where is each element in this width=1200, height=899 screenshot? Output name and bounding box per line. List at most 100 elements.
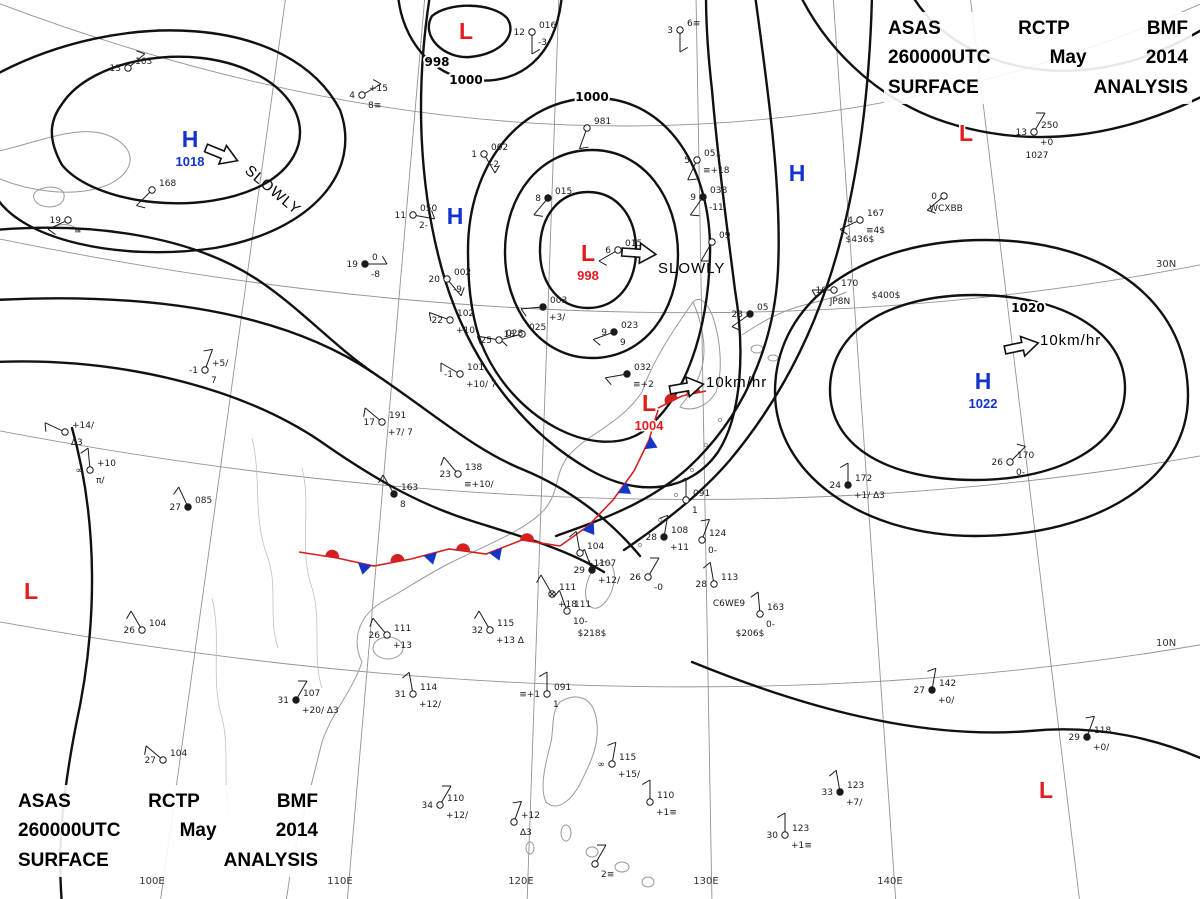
high-pressure-center: H 1022 [967,367,999,413]
map-text: L [959,120,973,146]
wind-barb [448,281,462,297]
isobar-value-label: 1000 [449,73,482,87]
wind-barb [1087,716,1095,734]
wind-barb-tick [428,312,432,322]
map-text: 0- [708,546,717,556]
station-circle [836,788,844,796]
wind-barb [514,801,522,819]
map-text: 3 [667,26,673,36]
station-plot: 33 123 +7/ [822,769,864,808]
map-text: 1 [692,506,698,516]
map-text: 110 [447,794,464,804]
coastline-north [0,131,131,193]
wind-barb [485,156,496,174]
station-plot: 003 +3/ [520,296,567,323]
map-text: +13 [393,641,412,651]
map-text: 015 [555,187,572,197]
wind-barb-tick [659,514,668,519]
title-block-top-right: ASAS RCTP BMF 260000UTC May 2014 SURFACE… [884,12,1192,105]
meridian-line [970,0,1080,899]
title-line-3: SURFACE ANALYSIS [888,76,1188,98]
map-text: 17 [364,418,375,428]
wind-barb-tick [136,50,146,55]
map-text: WCXBB [929,204,963,214]
wind-barb [584,549,592,567]
station-circle [358,91,366,99]
map-text: L [459,18,473,44]
station-circle [660,533,668,541]
wind-barb-tick [531,49,541,55]
station-plot: 163 0- [750,591,784,630]
isobar [690,660,1200,760]
wind-barb-tick [679,47,689,53]
station-circle [409,690,417,698]
stationary-front [298,533,561,575]
wind-barb-tick [598,260,608,266]
wind-barb [416,215,435,220]
title-line-3: SURFACE ANALYSIS [18,849,318,871]
map-text: 025 [529,323,546,333]
wind-barb [559,590,567,608]
station-circle [86,466,94,474]
map-text: L [1039,777,1053,803]
map-text: +5/ [212,359,229,369]
station-plot: 17 191 +7/ 7 [363,407,413,438]
map-text: 10 [816,286,828,296]
map-text: 107 [599,559,616,569]
ship-label: JP8N [829,297,851,307]
station-circle [610,328,618,336]
station-circle [518,330,526,338]
wind-barb [649,557,660,575]
station-circle [614,246,622,254]
wind-barb [297,680,308,698]
station-circle [201,366,209,374]
map-text: H [447,203,464,229]
station-plot: 13 250 +0 [1016,112,1058,148]
station-circle [563,607,571,615]
station-plot: 4 +15 8≡ [349,79,388,111]
wind-barb-tick [677,477,687,483]
map-text: $400$ [872,291,901,301]
station-plot: 8 015 [533,187,572,217]
island [750,344,764,354]
map-text: -0 [654,583,663,593]
map-text: 9 [690,193,696,203]
map-text: 8 [535,194,541,204]
cold-front-triangle [357,562,372,575]
station-plot: 09 [700,231,731,262]
warm-front-semicircle [390,554,405,563]
station-plot: 22 102 +10 [428,309,475,336]
map-text: 1027 [1026,151,1049,161]
map-text: +1≡ [791,841,812,851]
wind-barb-tick [1016,443,1026,447]
station-circle [64,216,72,224]
ship-label: C6WE9 [713,599,746,609]
title-block-bottom-left: ASAS RCTP BMF 260000UTC May 2014 SURFACE… [14,784,322,877]
map-text: 27 [145,756,156,766]
map-text: 163 [767,603,784,613]
map-text: +13 ∆ [496,636,525,646]
map-text: ≡+18 [703,166,730,176]
isobar [773,238,1190,538]
map-text: 170 [1017,451,1034,461]
low-pressure-center: L [22,577,39,606]
wind-barb [477,335,496,340]
motion-arrow-icon [1003,335,1040,358]
map-text: 172 [855,474,872,484]
map-text: 19 [347,260,359,270]
map-text: 167 [867,209,884,219]
isobar [397,0,563,82]
wind-barb [130,53,146,67]
map-text: 110 [657,791,674,801]
map-text: 13 [110,64,121,74]
isobar [50,55,302,205]
island-ryukyu [637,542,643,548]
coastline-korea [679,298,721,410]
map-text: 163 [135,57,152,67]
map-text: 28 [696,580,708,590]
title-line-1: ASAS RCTP BMF [18,790,318,812]
station-circle [698,536,706,544]
map-text: 115 [497,619,514,629]
coastlines [0,131,847,899]
